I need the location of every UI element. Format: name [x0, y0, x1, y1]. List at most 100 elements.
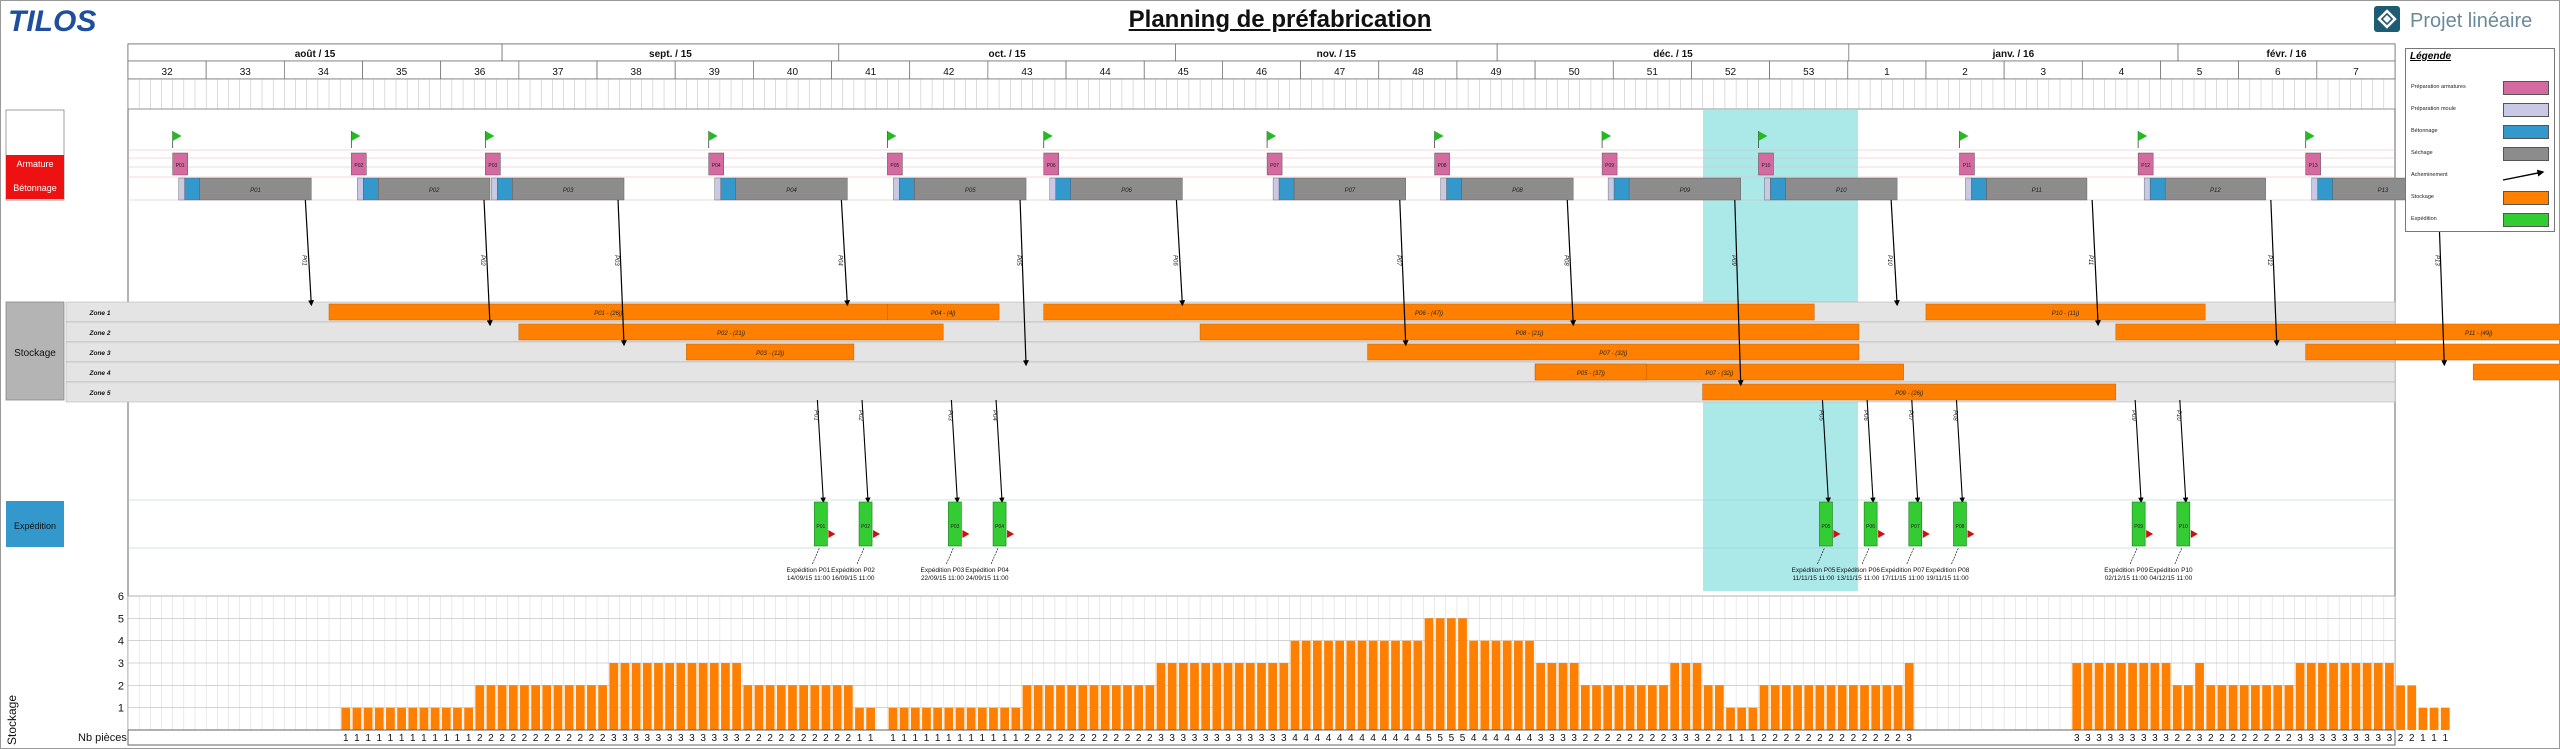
week-label: 6 — [2275, 67, 2281, 78]
hist-bar — [553, 685, 563, 730]
transfer-arrow — [617, 199, 627, 347]
hist-count-label: 4 — [1315, 733, 1321, 744]
hist-bar — [2273, 685, 2283, 730]
legend-item: Bétonnage — [2409, 123, 2551, 139]
drying-label: P05 — [965, 188, 976, 194]
hist-count-label: 3 — [678, 733, 684, 744]
hist-count-label: 3 — [1560, 733, 1566, 744]
week-label: 50 — [1569, 67, 1581, 78]
betonnage-label: Bétonnage — [13, 183, 57, 193]
ship-arrow — [1821, 399, 1831, 504]
hist-count-label: 4 — [1516, 733, 1522, 744]
drying-box — [1628, 177, 1741, 201]
hist-bar — [1458, 618, 1467, 730]
shipment-box — [1953, 501, 1967, 547]
hist-bar — [654, 663, 663, 730]
shipment-box-label: P07 — [1911, 524, 1920, 530]
shipment-box-label: P05 — [1822, 524, 1831, 530]
hist-count-label: 1 — [1013, 733, 1019, 744]
hist-bar — [1089, 685, 1099, 730]
hist-bar — [631, 663, 641, 730]
legend-item-label: Préparation armatures — [2411, 84, 2466, 90]
hist-ytick: 4 — [118, 636, 124, 648]
hist-count-label: 3 — [2130, 733, 2136, 744]
hist-count-label: 3 — [1169, 733, 1175, 744]
week-label: 1 — [1884, 67, 1890, 78]
shipment-date: 17/11/15 11:00 — [1882, 575, 1925, 582]
hist-count-label: 3 — [1672, 733, 1678, 744]
hist-count-label: 2 — [2398, 733, 2404, 744]
hist-bar — [374, 707, 384, 730]
hist-bar — [1569, 663, 1579, 730]
ship-arrow — [2134, 399, 2144, 504]
hist-bar — [1848, 685, 1858, 730]
hist-count-label: 2 — [1080, 733, 1086, 744]
hist-bar — [1726, 707, 1735, 730]
shipment-box-label: P09 — [2134, 524, 2143, 530]
hist-bar — [1301, 640, 1311, 730]
drying-box — [1293, 177, 1406, 201]
hist-bar — [1491, 640, 1501, 730]
hist-bar — [1145, 685, 1155, 730]
storage-label: P10 - (11j) — [2052, 311, 2080, 317]
armature-label: Armature — [16, 159, 53, 169]
hist-bar — [2340, 663, 2350, 730]
hist-bar — [1078, 685, 1088, 730]
mold-box — [178, 177, 185, 201]
shipment-label: Expédition P07 — [1881, 567, 1925, 574]
hist-count-label: 2 — [2275, 733, 2281, 744]
armature-box — [1043, 152, 1059, 176]
armature-box-label: P04 — [712, 163, 721, 169]
legend-item: Stockage — [2409, 189, 2551, 205]
hist-bar — [1223, 663, 1233, 730]
hist-bar — [1368, 640, 1378, 730]
hist-count-label: 1 — [365, 733, 371, 744]
ship-arrow — [816, 399, 826, 504]
hist-bar — [843, 685, 853, 730]
week-label: 5 — [2197, 67, 2203, 78]
hist-count-label: 1 — [1739, 733, 1745, 744]
hist-count-label: 3 — [2152, 733, 2158, 744]
legend-item-label: Acheminement — [2411, 172, 2448, 178]
hist-bar — [2306, 663, 2316, 730]
hist-count-label: 2 — [578, 733, 584, 744]
concrete-box — [720, 177, 736, 201]
hist-count-label: 2 — [1884, 733, 1890, 744]
hist-count-label: 1 — [1750, 733, 1756, 744]
hist-bar — [464, 707, 473, 730]
shipment-label: Expédition P01 — [787, 567, 831, 574]
drying-label: P09 — [1680, 188, 1691, 194]
hist-bar — [609, 663, 619, 730]
week-label: 51 — [1647, 67, 1659, 78]
hist-bar — [1067, 685, 1077, 730]
legend-arrow-icon — [2502, 169, 2545, 181]
zone-label: Zone 2 — [89, 330, 111, 337]
hist-count-label: 1 — [901, 733, 907, 744]
hist-bar — [1234, 663, 1244, 730]
hist-count-label: 2 — [767, 733, 773, 744]
shipment-box-label: P06 — [1866, 524, 1875, 530]
hist-count-label: 2 — [2174, 733, 2180, 744]
hist-count-label: 3 — [2197, 733, 2203, 744]
hist-count-label: 2 — [1125, 733, 1131, 744]
legend: Légende Préparation armatures Préparation… — [2405, 48, 2555, 232]
hist-count-label: 2 — [488, 733, 494, 744]
ship-leader — [2174, 547, 2183, 565]
hist-bar — [531, 685, 540, 730]
legend-item: Expédition — [2409, 211, 2551, 227]
hist-count-label: 1 — [868, 733, 874, 744]
hist-bar — [1134, 685, 1144, 730]
ship-leader — [1861, 547, 1870, 565]
hist-count-label: 3 — [2141, 733, 2147, 744]
hist-count-label: 4 — [1382, 733, 1388, 744]
hist-count-label: 2 — [555, 733, 561, 744]
hist-bar — [1279, 663, 1289, 730]
storage-label: P07 - (32j) — [1705, 371, 1733, 377]
hist-count-label: 1 — [421, 733, 427, 744]
hist-count-label: 2 — [600, 733, 606, 744]
hist-count-label: 4 — [1527, 733, 1533, 744]
flag-icon — [1758, 131, 1768, 141]
hist-count-label: 3 — [1236, 733, 1242, 744]
storage-label: P09 - (26j) — [1895, 391, 1923, 397]
armature-box — [2305, 152, 2321, 176]
